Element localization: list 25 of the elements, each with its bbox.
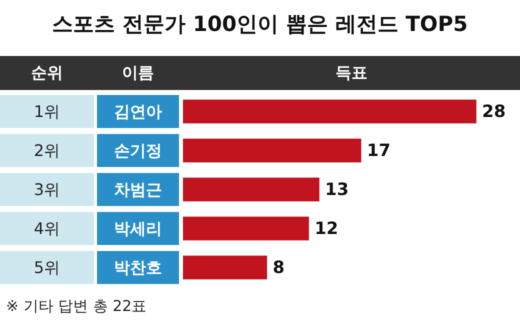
text: 2위: [0, 134, 94, 167]
bar: [183, 216, 309, 240]
y-tick-label: 박찬호: [97, 251, 179, 284]
x-axis-title: 득표: [334, 62, 368, 84]
bar: [183, 256, 268, 280]
data-label: 17: [366, 140, 391, 161]
text: 3위: [0, 173, 94, 206]
bar: [183, 138, 362, 162]
text: ※ 기타 답변 총 22표: [6, 297, 147, 316]
y-tick-label: 차범근: [97, 173, 179, 206]
data-label: 12: [314, 218, 338, 239]
data-label: 28: [482, 102, 506, 122]
data-label: 8: [272, 258, 285, 278]
y-tick-label: 손기정: [97, 134, 179, 167]
y-axis-title: 이름: [121, 62, 155, 84]
y-tick-label: 김연아: [97, 95, 179, 128]
text: 4위: [0, 212, 94, 245]
text: 1위: [0, 95, 94, 128]
bar: [183, 178, 320, 202]
text: 순위: [30, 62, 64, 84]
chart-title: 스포츠 전문가 100인이 뽑은 레전드 TOP5: [51, 11, 469, 38]
text: 5위: [0, 251, 94, 284]
y-tick-label: 박세리: [97, 212, 179, 245]
data-label: 13: [325, 180, 349, 200]
bar: [183, 100, 476, 124]
